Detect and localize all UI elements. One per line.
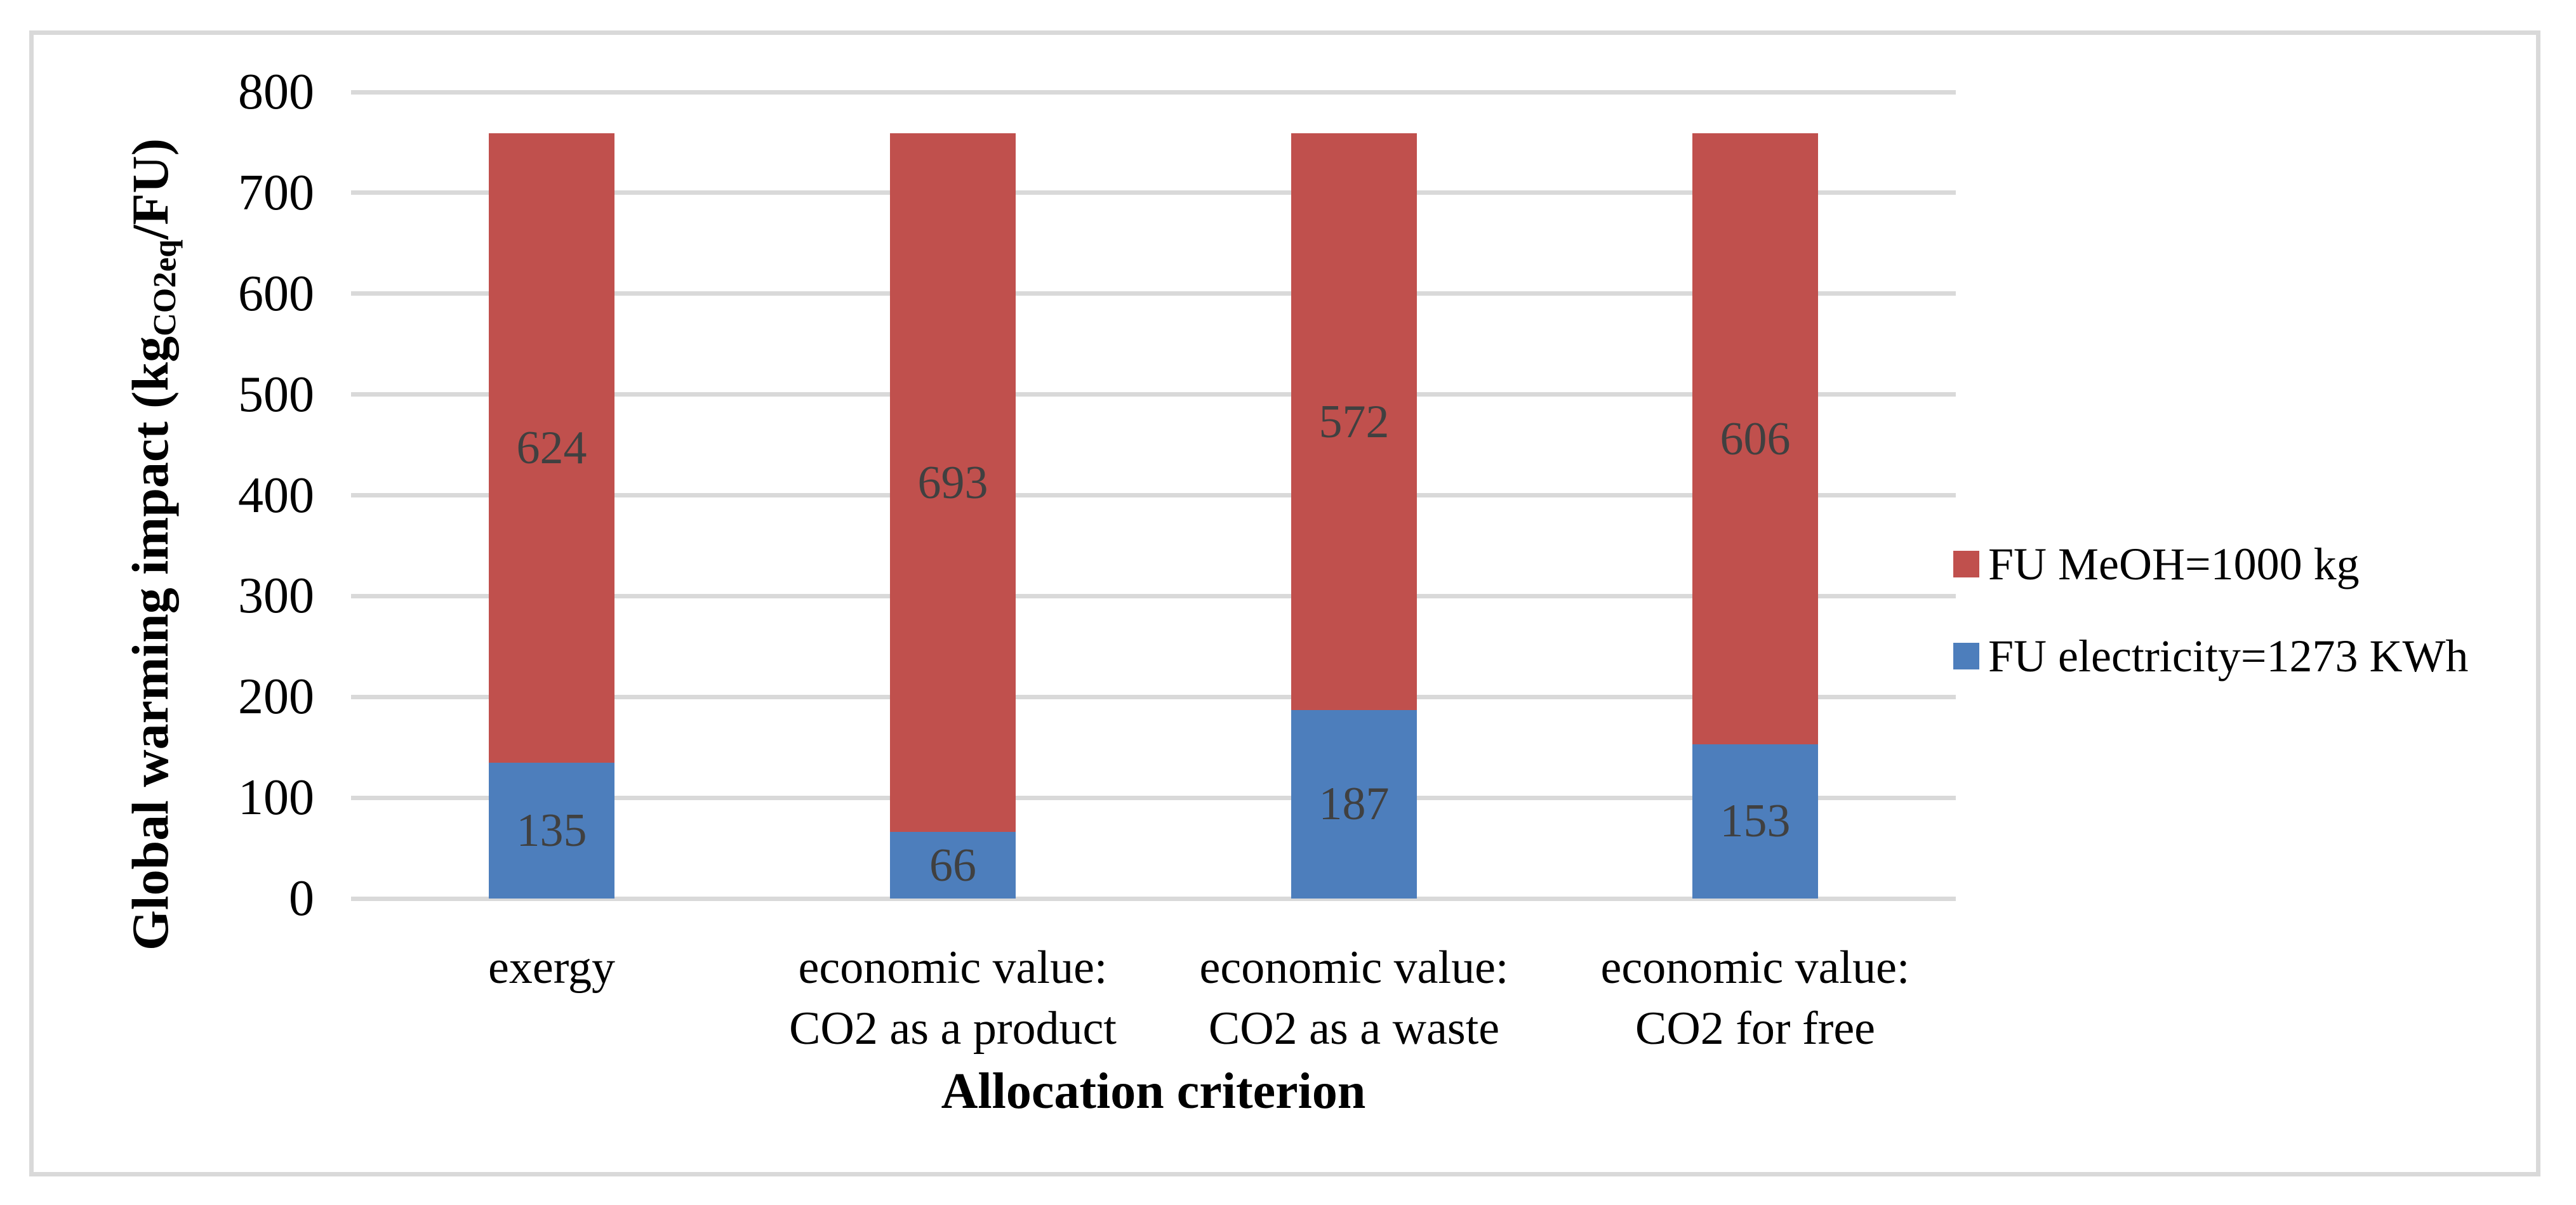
gridline-800 bbox=[351, 89, 1956, 95]
y-tick-0: 0 bbox=[289, 871, 314, 926]
bar-2-segment-electricity bbox=[1291, 709, 1417, 899]
x-category-label-3-line-1: CO2 for free bbox=[1635, 1003, 1876, 1055]
bar-1-segment-electricity bbox=[890, 832, 1016, 899]
data-label-0-meoh: 624 bbox=[516, 421, 587, 474]
gridline-400 bbox=[351, 493, 1956, 497]
x-axis-title: Allocation criterion bbox=[941, 1063, 1366, 1119]
y-tick-400: 400 bbox=[238, 467, 314, 523]
y-tick-600: 600 bbox=[238, 265, 314, 322]
data-label-1-meoh: 693 bbox=[917, 456, 988, 509]
gridline-0 bbox=[351, 896, 1956, 901]
gridline-200 bbox=[351, 694, 1956, 699]
y-tick-500: 500 bbox=[238, 366, 314, 423]
x-category-label-2-line-0: economic value: bbox=[1199, 942, 1509, 994]
gridline-100 bbox=[351, 795, 1956, 800]
y-tick-700: 700 bbox=[238, 164, 314, 221]
legend-item-meoh: FU MeOH=1000 kg bbox=[1953, 536, 2360, 593]
legend-swatch-red bbox=[1953, 551, 1979, 577]
data-label-1-electricity: 66 bbox=[929, 839, 976, 892]
bar-2-segment-meoh bbox=[1291, 133, 1417, 710]
data-label-0-electricity: 135 bbox=[516, 804, 587, 857]
x-category-label-1: economic value: CO2 as a product bbox=[731, 937, 1175, 1059]
gridline-700 bbox=[351, 190, 1956, 195]
y-tick-100: 100 bbox=[238, 770, 314, 826]
y-tick-200: 200 bbox=[238, 669, 314, 725]
y-title-subscript: CO2eq bbox=[147, 239, 183, 336]
legend-label-electricity: FU electricity=1273 KWh bbox=[1988, 631, 2469, 682]
x-category-label-2: economic value: CO2 as a waste bbox=[1132, 937, 1576, 1059]
bar-3-segment-meoh bbox=[1692, 133, 1818, 744]
bar-0-segment-meoh bbox=[489, 133, 614, 763]
bar-3-segment-electricity bbox=[1692, 744, 1818, 899]
x-category-label-3-line-0: economic value: bbox=[1600, 942, 1910, 994]
gridline-500 bbox=[351, 392, 1956, 397]
x-category-label-3: economic value: CO2 for free bbox=[1533, 937, 1977, 1059]
x-category-label-2-line-1: CO2 as a waste bbox=[1208, 1003, 1500, 1055]
x-category-label-1-line-1: CO2 as a product bbox=[789, 1003, 1117, 1055]
data-label-2-meoh: 572 bbox=[1318, 395, 1390, 448]
data-label-3-electricity: 153 bbox=[1720, 795, 1791, 848]
y-tick-300: 300 bbox=[238, 568, 314, 624]
data-label-3-meoh: 606 bbox=[1720, 412, 1791, 465]
data-label-2-electricity: 187 bbox=[1318, 778, 1390, 831]
y-title-prefix: Global warming impact (kg bbox=[121, 336, 179, 951]
legend-label-meoh: FU MeOH=1000 kg bbox=[1988, 539, 2360, 589]
x-category-label-1-line-0: economic value: bbox=[798, 942, 1108, 994]
x-category-label-0-line-0: exergy bbox=[488, 942, 615, 994]
gridline-300 bbox=[351, 593, 1956, 598]
chart-border-frame bbox=[29, 30, 2540, 1176]
y-title-suffix: /FU) bbox=[121, 138, 179, 240]
gridline-600 bbox=[351, 291, 1956, 296]
x-category-label-0: exergy bbox=[329, 937, 774, 998]
y-axis-title-text: Global warming impact (kgCO2eq/FU) bbox=[116, 69, 185, 1020]
legend-swatch-blue bbox=[1953, 643, 1979, 669]
bar-1-segment-meoh bbox=[890, 133, 1016, 833]
y-tick-800: 800 bbox=[238, 64, 314, 120]
legend-item-electricity: FU electricity=1273 KWh bbox=[1953, 628, 2468, 685]
bar-0-segment-electricity bbox=[489, 762, 614, 899]
